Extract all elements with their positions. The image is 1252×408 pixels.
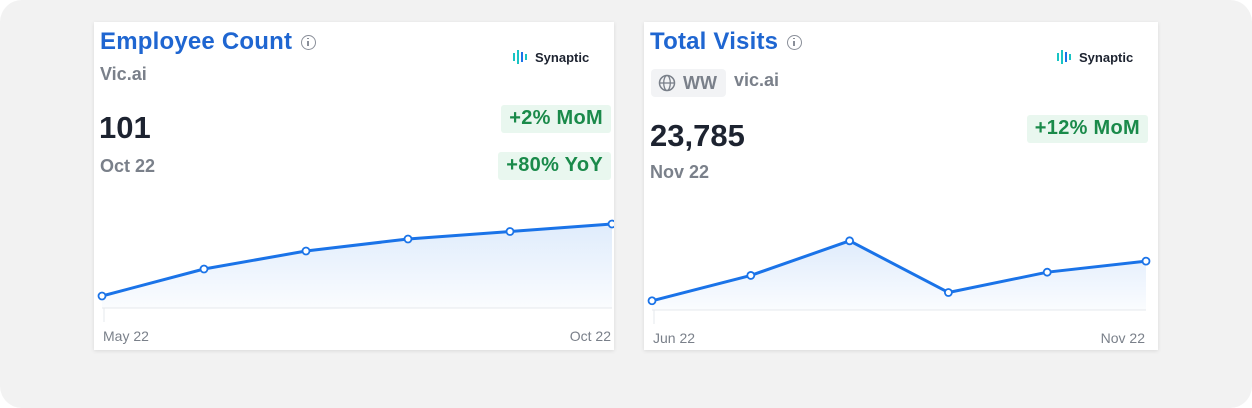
info-icon[interactable] — [301, 34, 317, 50]
area-fill — [102, 224, 612, 308]
data-point-jul-22[interactable] — [746, 271, 756, 280]
data-point-jun-22[interactable] — [647, 296, 657, 306]
brand-logo: Synaptic — [1056, 49, 1133, 65]
mom-badge: +2% MoM — [501, 105, 611, 133]
brand-name: Synaptic — [535, 49, 590, 65]
metric-period: Oct 22 — [100, 156, 156, 176]
region-selector[interactable]: WW — [651, 69, 726, 97]
data-point-aug-22[interactable] — [845, 236, 855, 246]
globe-icon — [658, 74, 676, 92]
x-axis-end-label: Nov 22 — [1100, 330, 1145, 346]
data-point-oct-22[interactable] — [1042, 267, 1052, 277]
employee-count-chart[interactable] — [94, 22, 614, 350]
synaptic-logo-icon — [1057, 50, 1071, 64]
area-fill — [652, 240, 1146, 310]
metric-value: 101 — [99, 110, 151, 145]
company-domain: vic.ai — [734, 70, 780, 90]
card-title[interactable]: Employee Count — [100, 28, 293, 55]
mom-badge: +12% MoM — [1026, 115, 1148, 143]
card-title-row: Total Visits — [650, 28, 803, 56]
card-title-row: Employee Count — [100, 28, 317, 56]
data-point-may-22[interactable] — [97, 291, 107, 301]
brand-logo: Synaptic — [512, 49, 589, 65]
info-icon[interactable] — [787, 34, 803, 50]
employee-count-card[interactable]: Employee Count Vic.ai Synaptic 101 Oct 2… — [94, 22, 614, 350]
data-point-oct-22[interactable] — [607, 219, 615, 229]
data-point-jun-22[interactable] — [199, 264, 209, 274]
company-name: Vic.ai — [100, 64, 147, 84]
brand-name: Synaptic — [1079, 49, 1134, 65]
yoy-badge: +80% YoY — [498, 152, 611, 180]
total-visits-card[interactable]: Total Visits WW vic.ai Synaptic 23,785 N… — [644, 22, 1158, 350]
region-label: WW — [683, 72, 717, 93]
x-axis-start-label: May 22 — [103, 328, 149, 344]
metric-value: 23,785 — [650, 118, 745, 153]
synaptic-logo-icon — [513, 50, 527, 64]
card-title[interactable]: Total Visits — [650, 28, 779, 55]
total-visits-chart[interactable] — [644, 22, 1158, 350]
data-point-sep-22[interactable] — [505, 227, 515, 236]
data-point-sep-22[interactable] — [943, 288, 953, 297]
series-line — [101, 222, 613, 298]
x-axis-start-label: Jun 22 — [653, 330, 696, 346]
metric-period: Nov 22 — [650, 162, 710, 182]
series-line — [651, 239, 1147, 303]
x-axis-end-label: Oct 22 — [569, 328, 611, 344]
data-point-nov-22[interactable] — [1141, 256, 1151, 266]
data-point-aug-22[interactable] — [403, 234, 413, 244]
data-point-jul-22[interactable] — [301, 246, 311, 256]
